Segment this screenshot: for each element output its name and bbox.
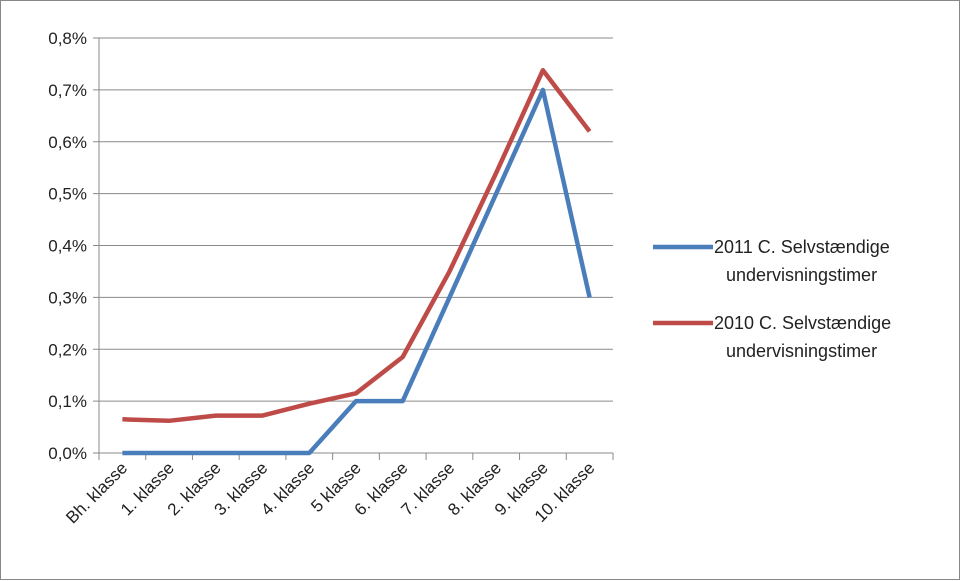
y-tick-label: 0,6% xyxy=(48,133,87,152)
y-tick-label: 0,5% xyxy=(48,185,87,204)
y-tick-label: 0,8% xyxy=(48,29,87,48)
legend-label: undervisningstimer xyxy=(726,265,877,285)
y-tick-label: 0,7% xyxy=(48,81,87,100)
series-line xyxy=(122,90,589,453)
y-tick-label: 0,1% xyxy=(48,392,87,411)
y-tick-label: 0,0% xyxy=(48,444,87,463)
gridlines xyxy=(99,38,613,401)
legend: 2011 C. Selvstændige undervisningstimer 20… xyxy=(653,237,891,361)
y-tick-label: 0,2% xyxy=(48,340,87,359)
legend-label: 2011 C. Selvstændige xyxy=(714,237,890,257)
series-lines xyxy=(122,70,589,453)
y-tick-label: 0,4% xyxy=(48,237,87,256)
y-axis-ticks: 0,0% 0,1% 0,2% 0,3% 0,4% 0,5% 0,6% 0,7% 0,8% xyxy=(48,29,99,463)
legend-label: undervisningstimer xyxy=(726,341,877,361)
y-tick-label: 0,3% xyxy=(48,288,87,307)
x-tick-label: Bh. klasse xyxy=(62,458,131,527)
legend-label: 2010 C. Selvstændige xyxy=(714,313,891,333)
